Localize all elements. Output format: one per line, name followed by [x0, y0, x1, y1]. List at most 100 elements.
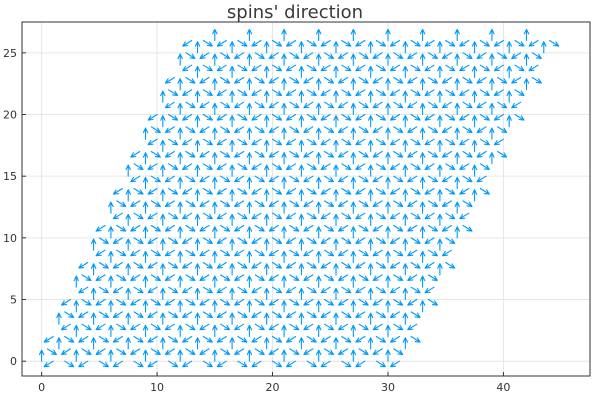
spin-arrow — [462, 150, 473, 158]
spin-arrow — [375, 360, 386, 368]
spin-arrow — [355, 163, 366, 170]
spin-arrow — [303, 249, 314, 257]
spin-arrow — [427, 200, 438, 207]
spin-arrow — [60, 298, 72, 306]
spin-arrow — [393, 323, 404, 331]
spin-arrow — [271, 360, 283, 368]
spin-arrow — [393, 52, 404, 59]
y-tick-label: 0 — [10, 355, 17, 368]
spin-arrow — [372, 298, 383, 306]
spin-arrow — [281, 176, 287, 190]
spin-arrow — [168, 113, 179, 121]
spin-arrow — [419, 53, 426, 66]
spin-arrow — [177, 275, 183, 288]
spin-arrow — [424, 89, 435, 96]
spin-arrow — [445, 237, 456, 244]
spin-arrow — [407, 323, 418, 331]
spin-arrow — [212, 127, 218, 140]
spin-arrow — [286, 113, 297, 121]
spin-arrow — [164, 323, 175, 331]
spin-arrow — [315, 53, 322, 66]
spin-arrow — [372, 150, 383, 158]
spin-arrow — [202, 335, 213, 343]
spin-arrow — [246, 201, 253, 214]
spin-arrow — [338, 323, 349, 331]
spin-arrow — [125, 337, 131, 350]
spin-arrow — [323, 348, 335, 355]
spin-arrow — [407, 150, 418, 158]
spin-arrow — [375, 212, 386, 220]
spin-arrow — [185, 52, 196, 59]
spin-arrow — [229, 238, 235, 251]
spin-arrow — [479, 187, 490, 195]
spin-arrow — [441, 224, 453, 232]
spin-arrow — [199, 274, 210, 281]
spin-arrow — [168, 138, 179, 146]
spin-arrow — [281, 324, 287, 338]
spin-arrow — [341, 163, 352, 170]
spin-arrow — [212, 349, 218, 362]
spin-arrow — [389, 64, 401, 72]
spin-arrow — [194, 139, 201, 153]
spin-arrow — [254, 224, 265, 232]
spin-arrow — [454, 226, 460, 239]
spin-arrow — [419, 275, 426, 288]
spin-arrow — [372, 323, 383, 331]
spin-arrow — [333, 238, 339, 251]
spin-arrow — [281, 53, 287, 66]
spin-arrow — [393, 298, 404, 306]
spin-arrow — [315, 275, 322, 288]
spin-arrow — [367, 139, 374, 153]
spin-arrow — [202, 113, 213, 121]
spin-arrow — [385, 250, 391, 264]
spin-arrow — [281, 300, 287, 313]
spin-arrow — [251, 89, 262, 96]
spin-arrow — [199, 150, 210, 158]
spin-arrow — [251, 138, 262, 146]
spin-arrow — [194, 90, 201, 103]
spin-arrow — [341, 237, 352, 244]
spin-arrow — [514, 64, 525, 72]
spin-arrow — [320, 261, 331, 269]
spin-arrow — [268, 224, 279, 232]
spin-arrow — [289, 101, 300, 109]
spin-arrow — [402, 337, 409, 350]
spin-arrow — [303, 175, 314, 183]
spin-arrow — [234, 249, 245, 257]
spin-arrow — [306, 335, 317, 343]
spin-arrow — [150, 348, 161, 355]
spin-arrow — [323, 76, 335, 84]
spin-arrow — [251, 286, 262, 294]
spin-arrow — [229, 41, 235, 54]
spin-arrow — [177, 324, 183, 338]
spin-arrow — [271, 138, 283, 146]
spin-arrow — [375, 187, 386, 195]
spin-arrow — [147, 163, 158, 170]
spin-arrow — [133, 261, 144, 269]
spin-arrow — [407, 52, 418, 59]
spin-arrow — [254, 200, 265, 207]
spin-arrow — [506, 90, 512, 103]
spin-arrow — [531, 52, 542, 59]
spin-arrow — [289, 126, 300, 133]
spin-arrow — [220, 298, 231, 306]
spin-arrow — [268, 348, 279, 355]
spin-arrow — [234, 101, 245, 109]
spin-arrow — [410, 64, 421, 72]
spin-arrow — [320, 89, 331, 96]
spin-arrow — [234, 52, 245, 59]
spin-arrow — [385, 300, 391, 313]
spin-arrow — [320, 311, 331, 318]
spin-arrow — [385, 275, 391, 288]
spin-arrow — [112, 237, 123, 244]
spin-arrow — [375, 335, 386, 343]
spin-arrow — [60, 323, 72, 331]
spin-arrow — [306, 89, 317, 96]
y-tick-label: 15 — [3, 170, 17, 183]
spin-arrow — [471, 41, 478, 54]
spin-arrow — [264, 41, 270, 54]
spin-arrow — [303, 150, 314, 158]
spin-arrow — [306, 360, 317, 368]
spin-arrow — [182, 138, 193, 146]
spin-arrow — [523, 78, 530, 91]
